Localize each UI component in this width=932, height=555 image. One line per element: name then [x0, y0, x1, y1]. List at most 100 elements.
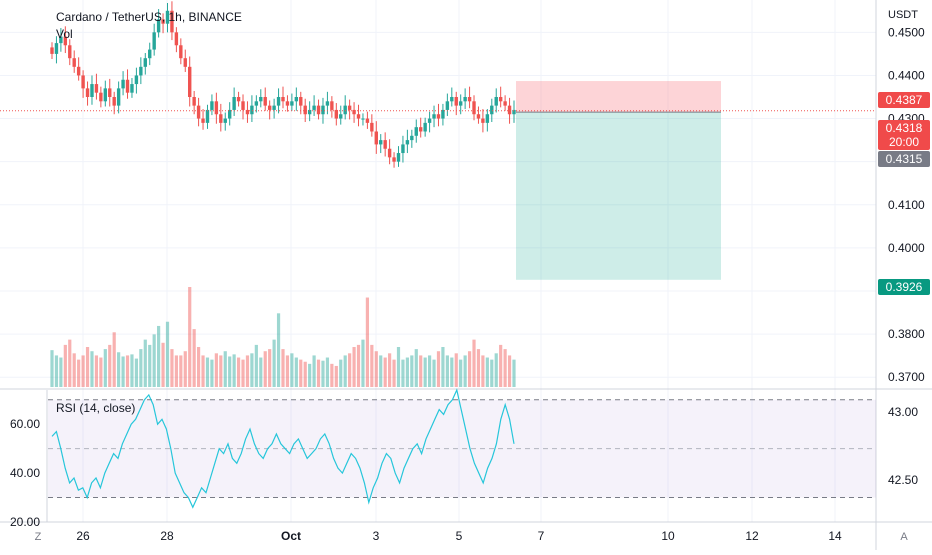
volume-bar — [436, 351, 441, 387]
candle-body — [387, 148, 392, 158]
volume-bar — [236, 357, 241, 387]
volume-bar — [334, 365, 338, 387]
candle-body — [454, 97, 458, 106]
price-tick-label: 0.4100 — [888, 198, 925, 212]
volume-legend: Vol — [56, 27, 73, 41]
last-price-badge: 0.4318 — [886, 121, 923, 135]
candle-body — [232, 97, 236, 110]
volume-bar — [112, 332, 116, 387]
candle-body — [383, 140, 387, 149]
candle-body — [116, 88, 121, 106]
volume-bar — [325, 357, 330, 387]
candle-body — [179, 45, 183, 59]
volume-bar — [316, 359, 321, 387]
candle-body — [152, 32, 156, 50]
volume-bar — [232, 354, 236, 387]
candle-body — [445, 101, 450, 110]
volume-bar — [308, 363, 312, 387]
volume-bar — [383, 357, 387, 387]
candle-body — [365, 118, 370, 123]
volume-bar — [223, 351, 227, 387]
volume-bar — [396, 347, 401, 387]
candle-body — [352, 109, 356, 115]
candle-body — [214, 101, 219, 115]
date-tick-label: 26 — [76, 529, 90, 543]
volume-bar — [481, 355, 485, 387]
date-tick-label: 14 — [828, 529, 842, 543]
volume-bar — [485, 357, 489, 387]
candle-body — [503, 101, 507, 106]
volume-bar — [130, 354, 134, 387]
candle-body — [299, 97, 303, 106]
volume-bar — [374, 351, 378, 387]
volume-bar — [179, 355, 183, 387]
candle-body — [165, 10, 170, 24]
volume-bar — [476, 349, 481, 387]
candle-body — [143, 58, 147, 67]
volume-bar — [72, 353, 76, 387]
candle-body — [59, 36, 63, 44]
volume-bar — [59, 357, 63, 387]
volume-bar — [228, 356, 232, 387]
candle-body — [294, 97, 299, 102]
date-tick-label: 12 — [745, 529, 759, 543]
take-profit-zone — [516, 112, 721, 280]
candle-body — [419, 127, 423, 132]
date-tick-label: 5 — [456, 529, 463, 543]
rsi-panel[interactable]: RSI (14, close) — [48, 388, 876, 509]
short-position-tool[interactable] — [516, 81, 721, 280]
volume-bar — [254, 344, 258, 387]
candle-body — [259, 97, 263, 102]
volume-bar — [388, 353, 392, 387]
rsi-tick-label: 20.00 — [10, 515, 40, 529]
volume-bar — [290, 353, 294, 387]
volume-bar — [196, 347, 201, 387]
volume-bar — [192, 329, 196, 387]
candle-body — [170, 10, 174, 33]
candle-body — [401, 144, 405, 154]
volume-bar — [103, 349, 107, 387]
volume-bar — [77, 359, 81, 387]
rsi-line — [51, 388, 515, 509]
candle-body — [81, 75, 85, 89]
volume-bar — [339, 359, 343, 387]
volume-bar — [454, 353, 458, 387]
price-tick-label: 0.3700 — [888, 370, 925, 384]
volume-bar — [268, 349, 272, 387]
candle-body — [201, 118, 205, 123]
volume-bar — [214, 353, 218, 387]
rsi-right-tick-label: 43.00 — [888, 405, 918, 419]
candle-body — [139, 66, 143, 76]
candle-body — [108, 88, 112, 97]
zoom-reset-button: Z — [35, 531, 42, 543]
volume-bar — [125, 355, 130, 387]
price-tick-label: 0.4000 — [888, 241, 925, 255]
volume-bar — [321, 360, 325, 387]
candle-body — [427, 118, 432, 123]
rsi-tick-label: 60.00 — [10, 417, 40, 431]
candle-body — [68, 45, 72, 59]
volume-bars — [50, 287, 516, 387]
target-price-badge-bg — [878, 279, 930, 295]
volume-bar — [99, 357, 103, 387]
candle-body — [76, 66, 81, 76]
volume-bar — [285, 355, 290, 387]
candle-body — [281, 97, 285, 102]
target-price-badge: 0.3926 — [886, 280, 923, 294]
stop-price-badge: 0.4387 — [886, 93, 923, 107]
volume-bar — [352, 347, 356, 387]
volume-bar — [472, 339, 476, 387]
candle-body — [423, 122, 427, 132]
volume-bar — [441, 347, 445, 387]
volume-bar — [299, 359, 303, 387]
candle-body — [161, 19, 165, 24]
candle-body — [134, 75, 139, 85]
volume-bar — [117, 352, 121, 387]
volume-bar — [361, 339, 365, 387]
volume-bar — [139, 349, 143, 387]
volume-bar — [401, 359, 405, 387]
volume-bar — [276, 313, 281, 387]
candle-body — [472, 101, 476, 115]
